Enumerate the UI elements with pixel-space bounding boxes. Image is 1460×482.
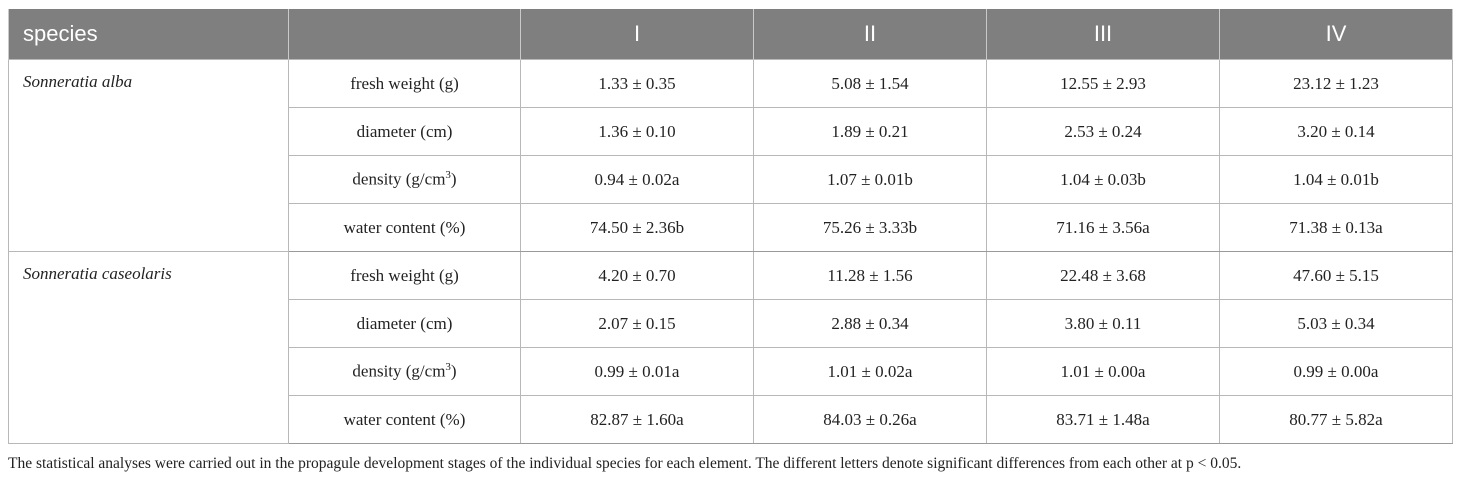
header-stage-4: IV bbox=[1219, 9, 1453, 60]
value-cell: 1.04 ± 0.01b bbox=[1219, 155, 1453, 204]
superscript: 3 bbox=[445, 169, 451, 182]
value-cell: 22.48 ± 3.68 bbox=[986, 251, 1220, 300]
value-cell: 1.89 ± 0.21 bbox=[753, 107, 987, 156]
value-cell: 2.88 ± 0.34 bbox=[753, 299, 987, 348]
value-cell: 1.01 ± 0.02a bbox=[753, 347, 987, 396]
value-cell: 0.99 ± 0.01a bbox=[520, 347, 754, 396]
table-row: water content (%) 74.50 ± 2.36b 75.26 ± … bbox=[9, 203, 1453, 252]
parameter-cell: fresh weight (g) bbox=[288, 251, 521, 300]
table-header: species I II III IV bbox=[8, 9, 1453, 60]
value-cell: 2.07 ± 0.15 bbox=[520, 299, 754, 348]
value-cell: 1.01 ± 0.00a bbox=[986, 347, 1220, 396]
species-cell: Sonneratia alba bbox=[8, 59, 289, 252]
value-cell: 84.03 ± 0.26a bbox=[753, 395, 987, 444]
parameter-cell: fresh weight (g) bbox=[288, 59, 521, 108]
value-cell: 1.36 ± 0.10 bbox=[520, 107, 754, 156]
header-parameter bbox=[288, 9, 521, 60]
table-row: Sonneratia alba fresh weight (g) 1.33 ± … bbox=[8, 59, 1453, 252]
value-cell: 3.80 ± 0.11 bbox=[986, 299, 1220, 348]
parameter-cell: density (g/cm3) bbox=[288, 155, 521, 204]
value-cell: 4.20 ± 0.70 bbox=[520, 251, 754, 300]
density-label-text: density (g/cm bbox=[352, 361, 446, 381]
table-row: Sonneratia caseolaris fresh weight (g) 4… bbox=[8, 251, 1453, 444]
value-cell: 1.07 ± 0.01b bbox=[753, 155, 987, 204]
density-label-text: density (g/cm bbox=[352, 169, 446, 189]
header-row: species I II III IV bbox=[8, 9, 1453, 60]
density-label-close: ) bbox=[450, 361, 457, 381]
table-row: density (g/cm3) 0.94 ± 0.02a 1.07 ± 0.01… bbox=[9, 155, 1453, 204]
value-cell: 82.87 ± 1.60a bbox=[520, 395, 754, 444]
value-cell: 1.33 ± 0.35 bbox=[520, 59, 754, 108]
value-cell: 3.20 ± 0.14 bbox=[1219, 107, 1453, 156]
parameter-cell: water content (%) bbox=[288, 395, 521, 444]
value-cell: 47.60 ± 5.15 bbox=[1219, 251, 1453, 300]
table-row: density (g/cm3) 0.99 ± 0.01a 1.01 ± 0.02… bbox=[9, 347, 1453, 396]
table-body: Sonneratia alba fresh weight (g) 1.33 ± … bbox=[8, 59, 1453, 444]
data-table-container: species I II III IV Sonneratia alba fres… bbox=[8, 9, 1453, 444]
value-cell: 1.04 ± 0.03b bbox=[986, 155, 1220, 204]
header-stage-3: III bbox=[986, 9, 1220, 60]
density-label-close: ) bbox=[450, 169, 457, 189]
table-row: diameter (cm) 2.07 ± 0.15 2.88 ± 0.34 3.… bbox=[9, 299, 1453, 348]
value-cell: 0.99 ± 0.00a bbox=[1219, 347, 1453, 396]
species-cell: Sonneratia caseolaris bbox=[8, 251, 289, 444]
parameter-cell: density (g/cm3) bbox=[288, 347, 521, 396]
value-cell: 2.53 ± 0.24 bbox=[986, 107, 1220, 156]
value-cell: 80.77 ± 5.82a bbox=[1219, 395, 1453, 444]
value-cell: 83.71 ± 1.48a bbox=[986, 395, 1220, 444]
parameter-cell: diameter (cm) bbox=[288, 107, 521, 156]
value-cell: 11.28 ± 1.56 bbox=[753, 251, 987, 300]
value-cell: 12.55 ± 2.93 bbox=[986, 59, 1220, 108]
table-row: water content (%) 82.87 ± 1.60a 84.03 ± … bbox=[9, 395, 1453, 444]
parameter-cell: water content (%) bbox=[288, 203, 521, 252]
data-table: species I II III IV Sonneratia alba fres… bbox=[8, 9, 1453, 444]
header-stage-1: I bbox=[520, 9, 754, 60]
value-cell: 71.38 ± 0.13a bbox=[1219, 203, 1453, 252]
header-species: species bbox=[8, 9, 289, 60]
value-cell: 75.26 ± 3.33b bbox=[753, 203, 987, 252]
table-row: diameter (cm) 1.36 ± 0.10 1.89 ± 0.21 2.… bbox=[9, 107, 1453, 156]
value-cell: 23.12 ± 1.23 bbox=[1219, 59, 1453, 108]
value-cell: 5.08 ± 1.54 bbox=[753, 59, 987, 108]
superscript: 3 bbox=[445, 361, 451, 374]
value-cell: 5.03 ± 0.34 bbox=[1219, 299, 1453, 348]
value-cell: 0.94 ± 0.02a bbox=[520, 155, 754, 204]
table-footnote: The statistical analyses were carried ou… bbox=[8, 455, 1242, 472]
parameter-cell: diameter (cm) bbox=[288, 299, 521, 348]
value-cell: 71.16 ± 3.56a bbox=[986, 203, 1220, 252]
value-cell: 74.50 ± 2.36b bbox=[520, 203, 754, 252]
header-stage-2: II bbox=[753, 9, 987, 60]
